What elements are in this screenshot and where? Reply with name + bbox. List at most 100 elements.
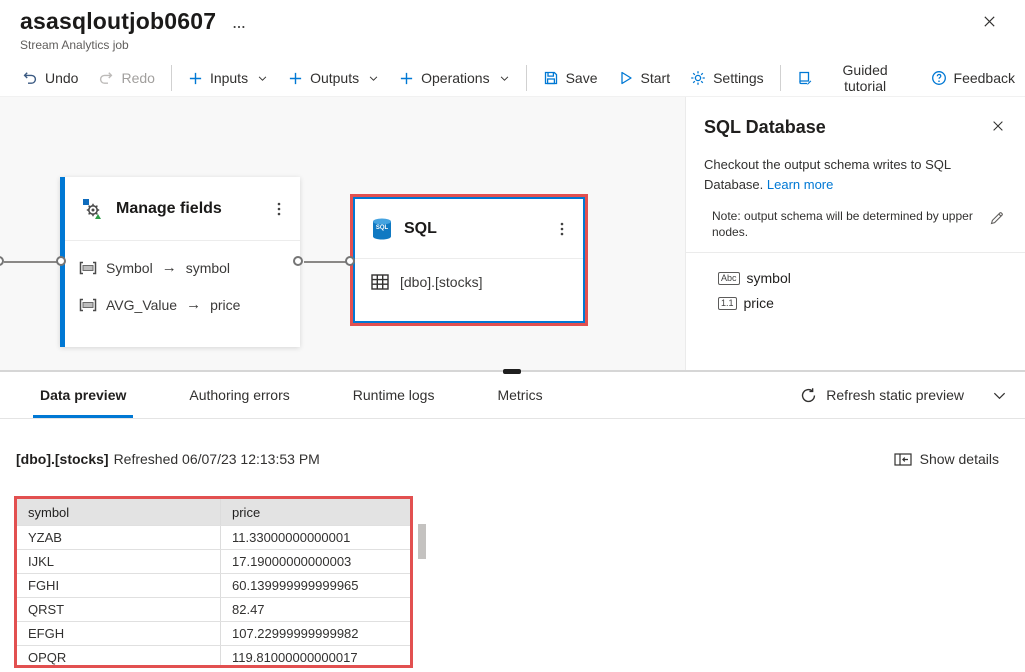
table-row[interactable]: OPQR 119.81000000000017 (17, 645, 410, 665)
panel-title: SQL Database (704, 117, 826, 137)
sql-output-node[interactable]: SQL SQL [dbo].[stocks] (350, 194, 588, 326)
add-inputs-button[interactable]: Inputs (178, 63, 278, 93)
connector-port[interactable] (293, 256, 303, 266)
show-details-button[interactable]: Show details (888, 450, 1005, 468)
panel-close-icon[interactable] (987, 115, 1009, 137)
node-title: Manage fields (116, 199, 222, 217)
connector-line (4, 261, 57, 263)
undo-button[interactable]: Undo (12, 63, 88, 93)
table-row[interactable]: YZAB 11.33000000000001 (17, 525, 410, 549)
chevron-down-icon (368, 73, 379, 84)
field-mapping-row: Symbol → symbol (79, 259, 286, 276)
save-icon (543, 70, 559, 86)
table-row[interactable]: EFGH 107.22999999999982 (17, 621, 410, 645)
toolbar-separator (525, 65, 527, 91)
table-row[interactable]: IJKL 17.19000000000003 (17, 549, 410, 573)
connector-port[interactable] (345, 256, 355, 266)
sql-output-node-inner: SQL SQL [dbo].[stocks] (353, 197, 585, 323)
start-button[interactable]: Start (608, 63, 681, 93)
table-header-row: symbol price (17, 499, 410, 525)
more-actions-icon[interactable] (228, 16, 250, 38)
close-icon[interactable] (978, 10, 1001, 33)
redo-icon (98, 70, 114, 86)
toolbar-separator (170, 65, 172, 91)
preview-table-name: [dbo].[stocks] (16, 451, 109, 467)
undo-icon (22, 70, 38, 86)
plus-icon (188, 71, 203, 86)
add-operations-button[interactable]: Operations (389, 63, 519, 93)
add-outputs-button[interactable]: Outputs (278, 63, 389, 93)
schema-field-row: Abc symbol (718, 270, 1007, 286)
output-schema-list: Abc symbol 1.1 price (704, 270, 1007, 311)
refresh-static-preview-button[interactable]: Refresh static preview (794, 386, 970, 405)
refresh-icon (800, 387, 817, 404)
arrow-right-icon: → (186, 296, 202, 313)
manage-fields-node-body: Symbol → symbol AVG_Value → price (65, 241, 300, 331)
arrow-right-icon: → (161, 259, 177, 276)
data-preview-table: symbol price YZAB 11.33000000000001 IJKL… (14, 496, 413, 668)
command-bar: Undo Redo Inputs Outputs Operations Save (0, 60, 1025, 97)
sql-table-row: [dbo].[stocks] (355, 259, 583, 305)
play-icon (618, 70, 634, 86)
sql-database-icon: SQL (371, 217, 393, 241)
toolbar-separator (779, 65, 781, 91)
redo-button[interactable]: Redo (88, 63, 164, 93)
tab-runtime-logs[interactable]: Runtime logs (347, 372, 441, 418)
tab-authoring-errors[interactable]: Authoring errors (183, 372, 295, 418)
edit-pencil-icon[interactable] (987, 208, 1007, 228)
bottom-panel: Data preview Authoring errors Runtime lo… (0, 369, 1025, 671)
tab-metrics[interactable]: Metrics (491, 372, 548, 418)
plus-icon (288, 71, 303, 86)
table-row[interactable]: FGHI 60.139999999999965 (17, 573, 410, 597)
manage-fields-node-header: Manage fields (65, 177, 300, 241)
rename-field-icon (79, 298, 97, 312)
help-circle-icon (931, 70, 947, 86)
string-type-icon: Abc (718, 271, 740, 285)
learn-more-link[interactable]: Learn more (766, 177, 834, 192)
page-title: asasqloutjob0607 (20, 8, 217, 34)
node-title: SQL (404, 219, 437, 237)
tutorial-book-icon (797, 70, 813, 86)
column-header-price[interactable]: price (232, 504, 261, 520)
settings-button[interactable]: Settings (680, 63, 774, 93)
table-row[interactable]: QRST 82.47 (17, 597, 410, 621)
feedback-button[interactable]: Feedback (921, 63, 1025, 93)
editor-main: Manage fields Symbol → symbol AVG_Value (0, 97, 1025, 370)
connector-port[interactable] (0, 256, 4, 266)
chevron-down-icon (499, 73, 510, 84)
node-menu-icon[interactable] (268, 197, 290, 221)
expand-panel-chevron-icon[interactable] (990, 386, 1009, 405)
preview-refreshed-text: Refreshed 06/07/23 12:13:53 PM (113, 451, 320, 467)
chevron-down-icon (257, 73, 268, 84)
number-type-icon: 1.1 (718, 296, 737, 310)
data-preview-table-wrap: symbol price YZAB 11.33000000000001 IJKL… (14, 496, 426, 668)
node-menu-icon[interactable] (551, 217, 573, 241)
table-scrollbar-thumb[interactable] (418, 524, 426, 559)
save-button[interactable]: Save (533, 63, 608, 93)
gear-icon (690, 70, 706, 86)
manage-fields-node[interactable]: Manage fields Symbol → symbol AVG_Value (60, 177, 300, 347)
panel-divider (686, 252, 1025, 253)
page-subtitle: Stream Analytics job (20, 38, 129, 52)
rename-field-icon (79, 261, 97, 275)
connector-port[interactable] (56, 256, 66, 266)
table-grid-icon (371, 274, 389, 290)
manage-fields-icon (81, 197, 105, 221)
bottom-tabstrip: Data preview Authoring errors Runtime lo… (0, 372, 1025, 419)
show-details-icon (894, 452, 912, 467)
panel-resize-handle[interactable] (503, 369, 521, 374)
diagram-canvas[interactable]: Manage fields Symbol → symbol AVG_Value (0, 97, 685, 370)
sql-table-name: [dbo].[stocks] (400, 274, 483, 290)
plus-icon (399, 71, 414, 86)
panel-description: Checkout the output schema writes to SQL… (704, 157, 951, 192)
tab-data-preview[interactable]: Data preview (32, 372, 134, 418)
panel-note: Note: output schema will be determined b… (704, 208, 1007, 240)
sql-database-panel: SQL Database Checkout the output schema … (685, 97, 1025, 370)
field-mapping-row: AVG_Value → price (79, 296, 286, 313)
guided-tutorial-button[interactable]: Guided tutorial (787, 62, 921, 94)
column-header-symbol[interactable]: symbol (17, 499, 221, 525)
window-header: asasqloutjob0607 Stream Analytics job (0, 0, 1025, 60)
sql-node-header: SQL SQL (355, 199, 583, 259)
panel-resize-divider (0, 369, 1025, 374)
